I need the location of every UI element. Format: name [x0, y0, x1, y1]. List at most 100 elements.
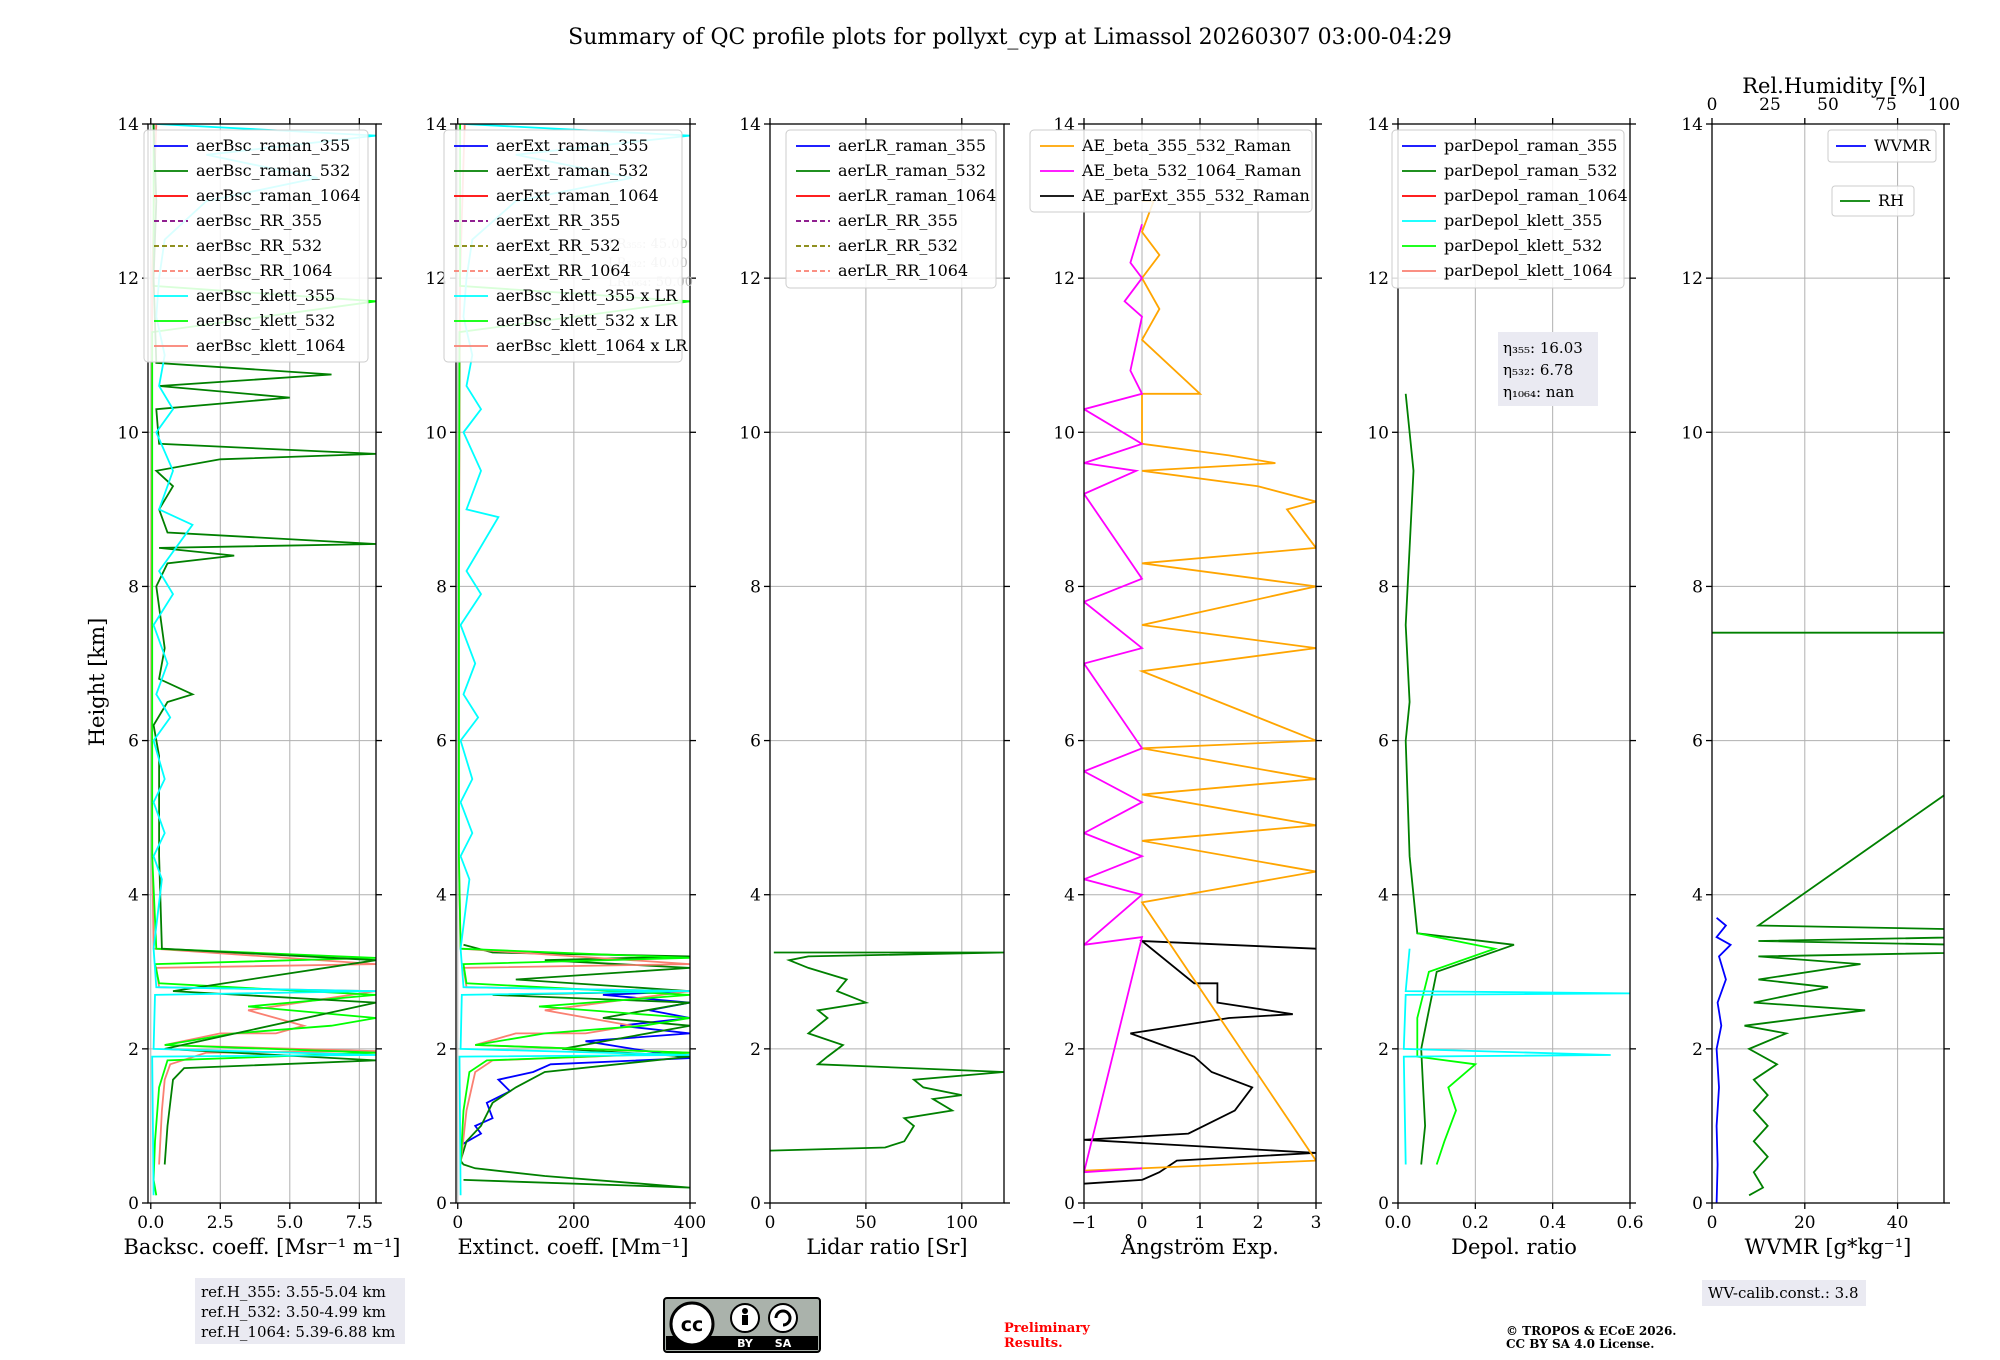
- legend: AE_beta_355_532_Raman AE_beta_532_1064_Ra…: [1029, 129, 1313, 213]
- top-axis-label: Rel.Humidity [%]: [1742, 74, 1926, 98]
- cc-license-badge: cc BY SA: [663, 1297, 821, 1353]
- y-tick-label: 10: [739, 423, 761, 443]
- copyright-line-1: © TROPOS & ECoE 2026.: [1506, 1324, 1676, 1338]
- y-tick-label: 14: [117, 115, 139, 135]
- axes-frame: [455, 123, 691, 1204]
- x-tick-label: 0.0: [1384, 1213, 1411, 1233]
- y-tick-label: 2: [1692, 1040, 1703, 1060]
- legend-label: parDepol_klett_1064: [1444, 261, 1613, 280]
- x-tick-label: 0.4: [1539, 1213, 1566, 1233]
- legend-label: aerLR_RR_532: [838, 236, 958, 255]
- y-tick-label: 2: [128, 1040, 139, 1060]
- x-tick-label: 0: [452, 1213, 463, 1233]
- legend-label: aerExt_RR_1064: [496, 261, 631, 280]
- panel-depol: 0 2 4 6 8 10 12 14 0.0 0.2 0.4 0.6 Depol. ratio η₃₅₅:…: [1367, 115, 1643, 1259]
- series-aerLR_raman_532: [770, 951, 1004, 1152]
- x-axis-label: Depol. ratio: [1451, 1235, 1577, 1259]
- x-tick-label: 2.5: [207, 1213, 234, 1233]
- legend-label: aerBsc_raman_532: [196, 161, 350, 180]
- y-tick-label: 6: [1692, 732, 1703, 752]
- series-group: [770, 951, 1004, 1152]
- x-tick-label: −1: [1071, 1213, 1096, 1233]
- series-aerBsc_raman_532: [152, 124, 376, 1165]
- y-tick-label: 14: [1681, 115, 1703, 135]
- y-tick-label: 8: [128, 577, 139, 597]
- y-tick-label: 14: [425, 115, 447, 135]
- legend: WVMR RH: [1827, 129, 1937, 217]
- x-axis-label: Lidar ratio [Sr]: [806, 1235, 967, 1259]
- top-tick-label: 0: [1707, 95, 1718, 115]
- legend-label: parDepol_klett_532: [1444, 236, 1602, 255]
- x-tick-label: 0: [1137, 1213, 1148, 1233]
- legend-label: aerLR_RR_355: [838, 211, 958, 230]
- eta-annotation: η₃₅₅: 16.03: [1503, 339, 1583, 357]
- y-tick-label: 0: [128, 1194, 139, 1214]
- y-tick-label: 0: [436, 1194, 447, 1214]
- ref-h-1064: ref.H_1064: 5.39-6.88 km: [201, 1323, 395, 1341]
- legend-label: parDepol_raman_355: [1444, 136, 1617, 155]
- series-parDepol_klett_355: [1402, 948, 1630, 1165]
- y-tick-label: 6: [1378, 732, 1389, 752]
- x-tick-label: 7.5: [346, 1213, 373, 1233]
- eta-box: [1498, 332, 1598, 406]
- x-tick-label: 0.2: [1462, 1213, 1489, 1233]
- y-tick-label: 8: [1064, 577, 1075, 597]
- badge-by: BY: [737, 1337, 754, 1350]
- x-tick-label: 5.0: [276, 1213, 303, 1233]
- axes-frame: [1397, 123, 1631, 1204]
- legend: aerBsc_raman_355 aerBsc_raman_532 aerBsc_r…: [143, 129, 369, 363]
- legend-label: parDepol_raman_1064: [1444, 186, 1628, 205]
- y-tick-label: 4: [750, 886, 761, 906]
- y-tick-label: 4: [128, 886, 139, 906]
- legend-label: aerExt_RR_355: [496, 211, 620, 230]
- reference-height-box: ref.H_355: 3.55-5.04 km ref.H_532: 3.50-…: [195, 1278, 405, 1344]
- legend-label: aerExt_raman_532: [496, 161, 649, 180]
- y-tick-label: 2: [750, 1040, 761, 1060]
- series-AE_beta_532_1064_Raman: [1084, 223, 1145, 1174]
- series-AE_parExt_355_532_Raman: [1084, 939, 1316, 1185]
- legend: parDepol_raman_355 parDepol_raman_532 parD…: [1391, 129, 1628, 289]
- x-tick-label: 0: [765, 1213, 776, 1233]
- legend-label: parDepol_klett_355: [1444, 211, 1602, 230]
- y-tick-label: 2: [1378, 1040, 1389, 1060]
- x-axis-label: Ångström Exp.: [1120, 1234, 1279, 1259]
- legend-label: aerBsc_RR_532: [196, 236, 322, 255]
- legend-label: aerBsc_klett_1064: [196, 336, 345, 355]
- copyright-line-2: CC BY SA 4.0 License.: [1506, 1337, 1654, 1351]
- y-tick-label: 0: [1378, 1194, 1389, 1214]
- x-tick-label: 400: [674, 1213, 706, 1233]
- series-aerBsc_klett_532 x LR: [457, 124, 690, 1165]
- x-tick-label: 100: [946, 1213, 978, 1233]
- cc-icon: [669, 1301, 715, 1347]
- legend-label: aerBsc_klett_1064 x LR: [496, 336, 688, 355]
- y-tick-label: 4: [1692, 886, 1703, 906]
- y-tick-label: 0: [1692, 1194, 1703, 1214]
- y-tick-label: 10: [425, 423, 447, 443]
- x-tick-label: 40: [1887, 1213, 1909, 1233]
- svg-text:cc: cc: [681, 1314, 704, 1336]
- y-tick-label: 12: [1367, 269, 1389, 289]
- axes-frame: [147, 123, 377, 1204]
- legend-label: aerExt_RR_532: [496, 236, 620, 255]
- legend-label: aerLR_raman_1064: [838, 186, 996, 205]
- y-tick-label: 10: [1053, 423, 1075, 443]
- y-tick-label: 10: [1681, 423, 1703, 443]
- legend-label: aerBsc_RR_355: [196, 211, 322, 230]
- axes-frame: [1711, 123, 1945, 1204]
- ref-h-532: ref.H_532: 3.50-4.99 km: [201, 1303, 386, 1321]
- y-tick-label: 10: [1367, 423, 1389, 443]
- x-tick-label: 200: [558, 1213, 590, 1233]
- series-aerBsc_klett_532: [151, 124, 376, 1196]
- legend-label: aerBsc_RR_1064: [196, 261, 332, 280]
- y-tick-label: 8: [1378, 577, 1389, 597]
- eta-annotation: η₅₃₂: 6.78: [1503, 361, 1573, 379]
- top-tick-label: 75: [1875, 95, 1897, 115]
- series-group: [1712, 631, 1944, 1203]
- y-tick-label: 6: [1064, 732, 1075, 752]
- y-tick-label: 8: [750, 577, 761, 597]
